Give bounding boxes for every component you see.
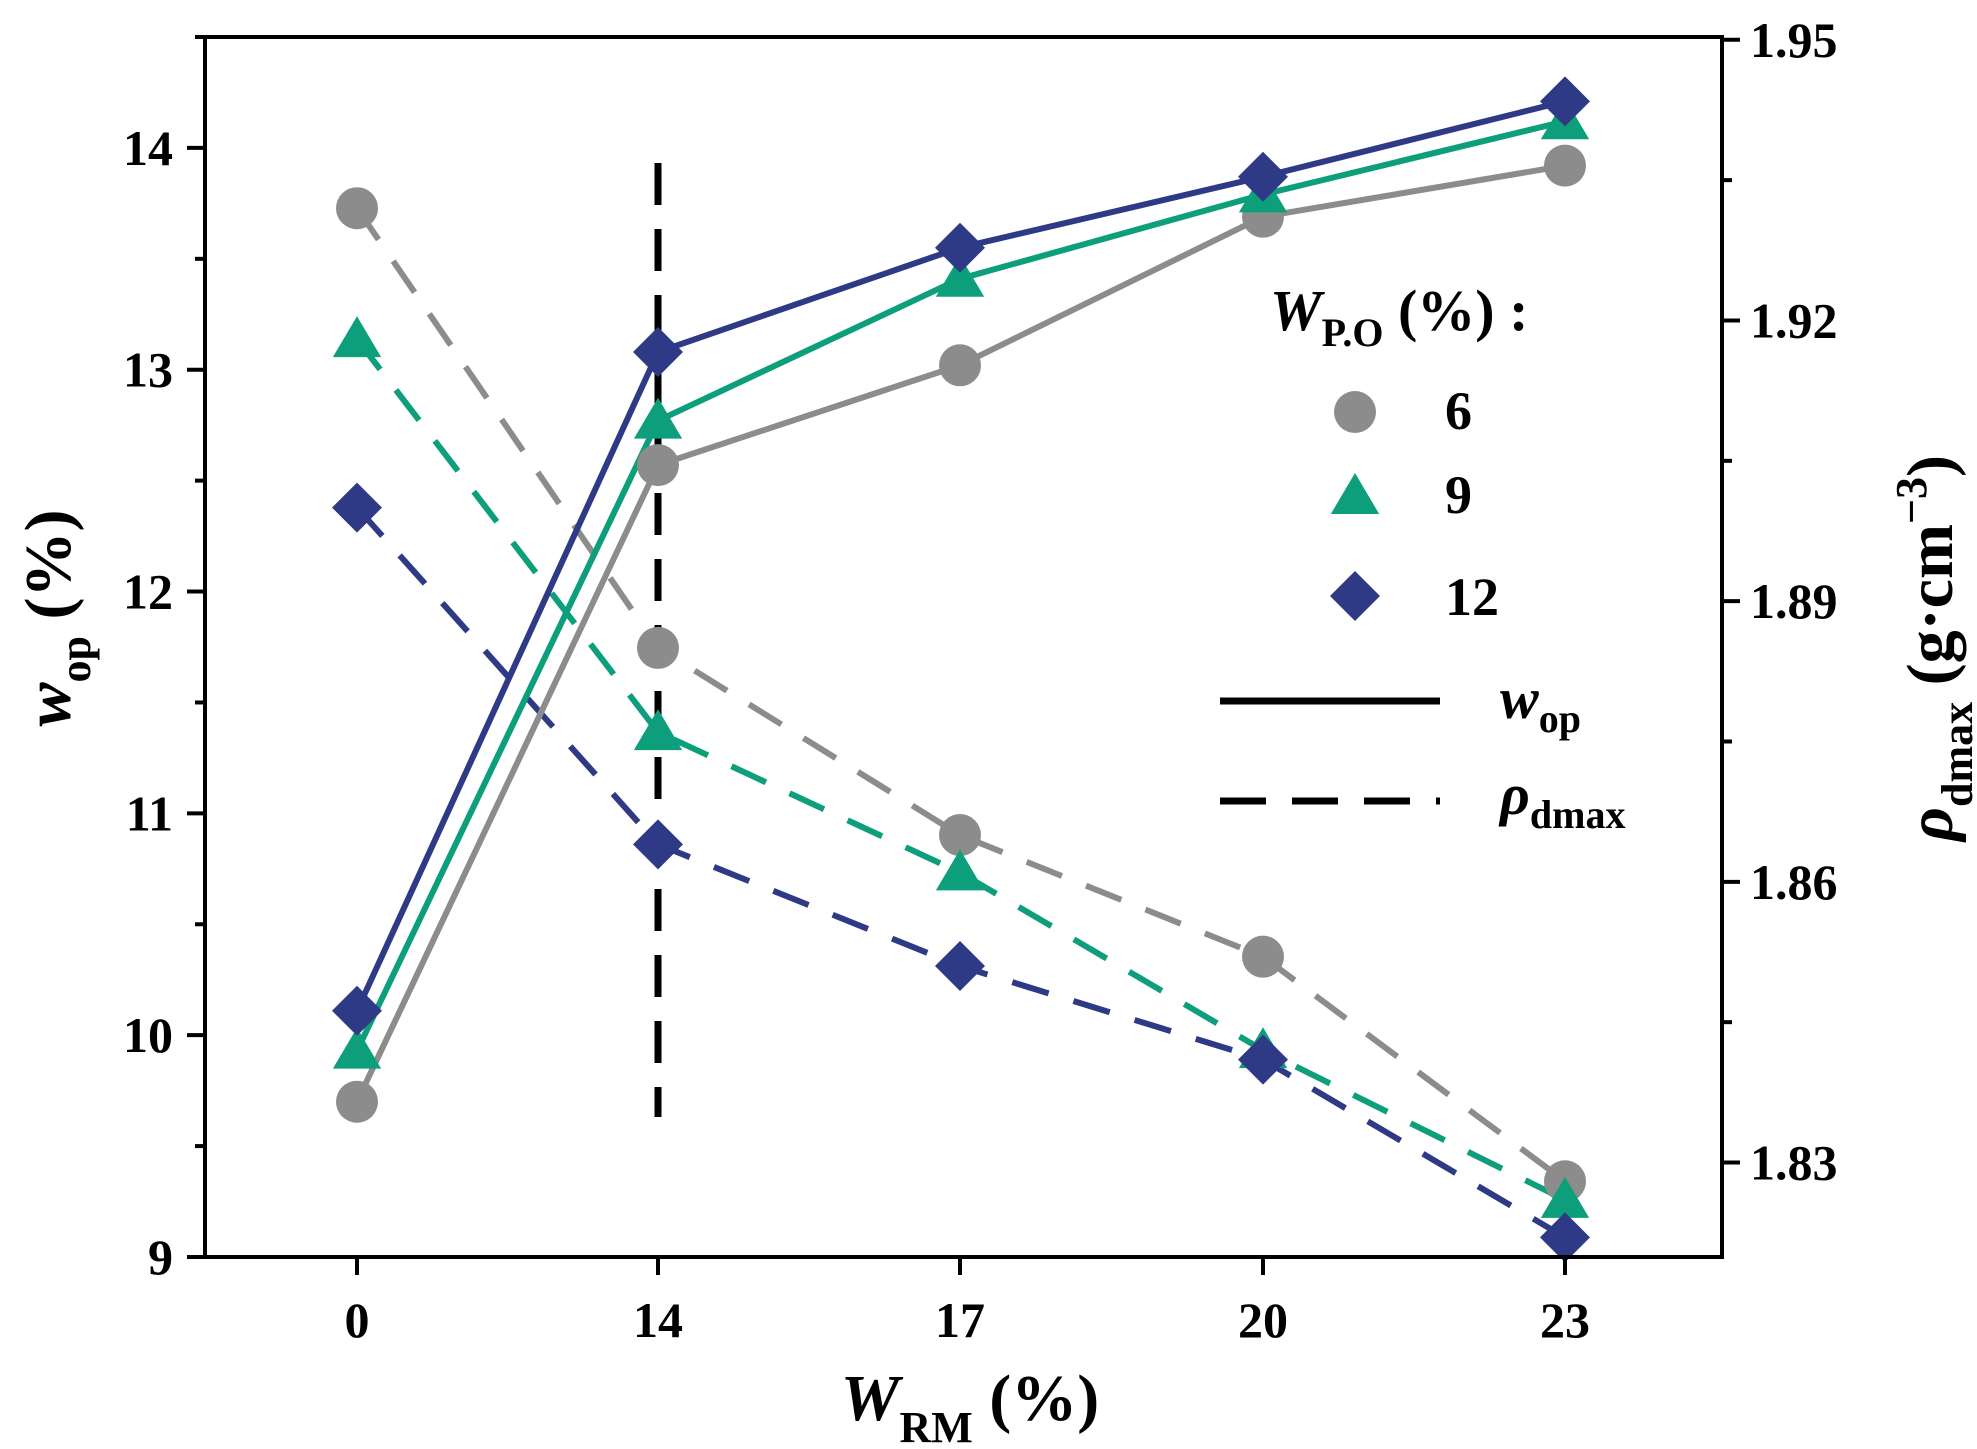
point-w_op-9-x0 — [332, 1027, 382, 1069]
point-w_op-6-x17 — [939, 344, 981, 387]
legend-title: WP.O (%) : — [1270, 278, 1528, 355]
y-right-tick-label-1.95: 1.95 — [1750, 12, 1838, 68]
point-w_op-6-x14 — [637, 444, 679, 487]
series-layer — [332, 76, 1590, 1263]
y-right-axis-title-sub: dmax — [1933, 702, 1977, 807]
legend-marker-6 — [1334, 391, 1376, 433]
point-rho_dmax-12-x14 — [633, 819, 683, 870]
y-right-axis-title-sup: −3 — [1887, 477, 1936, 524]
point-rho_dmax-6-x17 — [939, 814, 981, 857]
point-w_op-12-x0 — [332, 985, 382, 1036]
legend-title-rest: (%) : — [1383, 278, 1528, 343]
point-w_op-12-x23 — [1540, 76, 1590, 127]
y-right-axis-title: ρdmax (g·cm−3) — [1887, 455, 1977, 843]
point-rho_dmax-6-x0 — [336, 187, 378, 230]
legend-line-label-rho-sub: dmax — [1530, 792, 1626, 837]
point-w_op-6-x0 — [336, 1080, 378, 1123]
y-right-axis-title-close: ) — [1894, 455, 1967, 477]
point-rho_dmax-12-x17 — [935, 941, 985, 992]
legend-label-9: 9 — [1445, 465, 1472, 525]
y-left-tick-label-12: 12 — [123, 564, 173, 620]
legend-line-label-wop: wop — [1500, 666, 1581, 741]
y-left-tick-label-9: 9 — [148, 1229, 173, 1285]
y-right-tick-label-1.86: 1.86 — [1750, 854, 1838, 910]
point-w_op-6-x23 — [1544, 144, 1586, 187]
series-line-rho_dmax-6 — [354, 206, 1567, 1184]
point-rho_dmax-9-x23 — [1540, 1176, 1590, 1218]
series-line-rho_dmax-9 — [354, 337, 1567, 1203]
point-rho_dmax-6-x14 — [637, 626, 679, 669]
y-left-tick-label-13: 13 — [123, 342, 173, 398]
legend-marker-12 — [1330, 571, 1380, 621]
point-rho_dmax-9-x17 — [935, 849, 985, 891]
legend-title-main: W — [1270, 278, 1325, 343]
legend-line-label-wop-main: w — [1500, 666, 1539, 731]
x-tick-label-20: 20 — [1238, 1292, 1288, 1348]
axes-layer: 0 14 17 20 23 9 10 11 12 13 14 1.83 1.86 1.89 1.92 1.95 — [123, 12, 1838, 1348]
y-left-axis-title-sub: op — [51, 636, 100, 682]
legend-line-label-wop-sub: op — [1539, 696, 1581, 741]
x-axis-title-rest: (%) — [973, 1362, 1099, 1435]
point-w_op-12-x20 — [1238, 151, 1288, 202]
x-tick-label-14: 14 — [633, 1292, 683, 1348]
y-left-tick-label-10: 10 — [123, 1007, 173, 1063]
point-w_op-9-x14 — [633, 397, 683, 439]
y-right-tick-label-1.83: 1.83 — [1750, 1135, 1838, 1191]
point-w_op-12-x14 — [633, 326, 683, 377]
point-rho_dmax-6-x20 — [1242, 935, 1284, 978]
x-axis-title-sub: RM — [899, 1403, 972, 1449]
point-rho_dmax-9-x14 — [633, 709, 683, 751]
point-w_op-9-x17 — [935, 255, 985, 297]
x-tick-label-23: 23 — [1540, 1292, 1590, 1348]
y-right-axis-title-rest: (g·cm — [1894, 524, 1967, 702]
x-axis-title-main: W — [841, 1362, 904, 1435]
point-rho_dmax-12-x23 — [1540, 1212, 1590, 1263]
y-right-tick-label-1.92: 1.92 — [1750, 292, 1838, 348]
y-left-tick-label-14: 14 — [123, 120, 173, 176]
y-right-axis-title-main: ρ — [1894, 807, 1967, 843]
legend-label-6: 6 — [1445, 381, 1472, 441]
point-rho_dmax-12-x0 — [332, 482, 382, 533]
y-left-axis-title-main: w — [12, 681, 85, 726]
y-left-tick-label-11: 11 — [126, 785, 173, 841]
x-tick-label-0: 0 — [345, 1292, 370, 1348]
legend-markers — [1330, 391, 1380, 621]
y-right-tick-label-1.89: 1.89 — [1750, 573, 1838, 629]
plot-frame — [203, 35, 1724, 1259]
point-rho_dmax-9-x0 — [332, 316, 382, 358]
y-left-axis-title: wop (%) — [12, 510, 100, 727]
legend-line-label-rho: ρdmax — [1498, 762, 1625, 837]
point-w_op-12-x17 — [935, 222, 985, 273]
legend-line-label-rho-main: ρ — [1498, 762, 1530, 827]
y-left-axis-title-rest: (%) — [12, 510, 85, 636]
point-rho_dmax-12-x20 — [1238, 1034, 1288, 1085]
x-axis-title: WRM (%) — [841, 1362, 1099, 1449]
legend-label-12: 12 — [1445, 567, 1499, 627]
legend: WP.O (%) : 6 9 12 wop ρdmax — [1220, 278, 1625, 837]
legend-marker-9 — [1330, 473, 1380, 514]
legend-title-sub: P.O — [1322, 310, 1384, 355]
x-tick-label-17: 17 — [935, 1292, 985, 1348]
